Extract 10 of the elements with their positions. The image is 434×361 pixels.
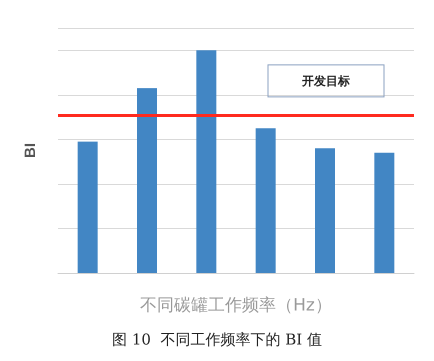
bar [315, 148, 335, 273]
bar [78, 142, 98, 273]
y-axis-title: BI [22, 143, 39, 158]
bar [374, 152, 394, 273]
bar [256, 128, 276, 273]
caption: 图 10 不同工作频率下的 BI 值 [112, 330, 322, 348]
bar [196, 50, 216, 273]
bar [137, 88, 157, 273]
ref-line-label: 开发目标 [301, 74, 350, 88]
x-axis-title: 不同碳罐工作频率（Hz） [140, 296, 332, 316]
